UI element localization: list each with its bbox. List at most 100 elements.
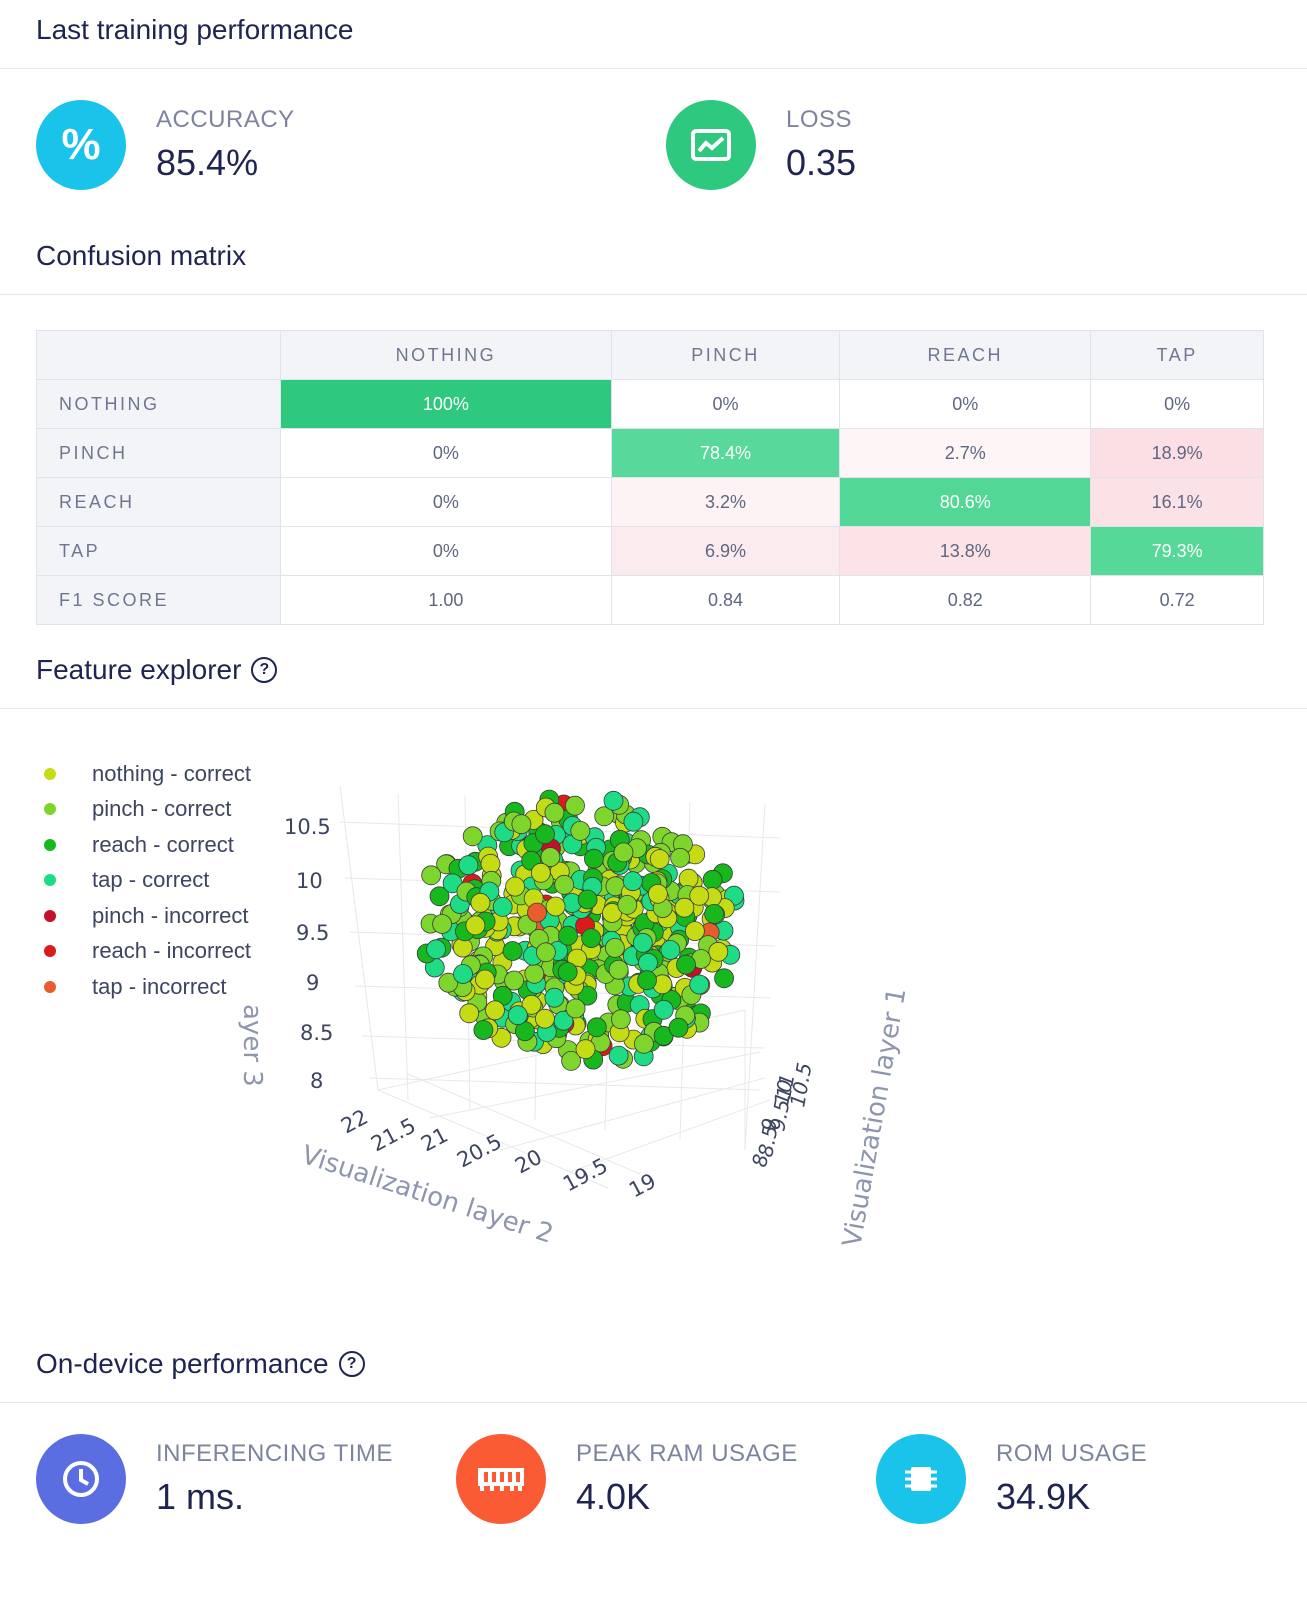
accuracy-metric: % ACCURACY 85.4% [36, 100, 295, 190]
scatter-point [685, 921, 705, 942]
percent-icon: % [36, 100, 126, 190]
scatter-point [617, 894, 638, 915]
scatter-point [608, 1045, 629, 1066]
section-title-training: Last training performance [36, 14, 354, 45]
scatter-point [575, 1039, 596, 1060]
z-axis-ticks: 10.5 10 9.5 9 8.5 8 [284, 815, 333, 1093]
scatter-point [438, 972, 459, 993]
scatter-point [603, 790, 624, 811]
scatter-point [465, 915, 486, 936]
scatter-point [527, 902, 547, 923]
legend-item[interactable]: reach - incorrect [40, 934, 251, 970]
scatter-point [459, 1003, 480, 1024]
legend-item[interactable]: pinch - incorrect [40, 898, 251, 934]
scatter-point [545, 896, 566, 917]
z-tick: 8 [310, 1069, 323, 1093]
scatter-point [521, 994, 542, 1015]
loss-value: 0.35 [786, 142, 857, 183]
chart-line-icon [666, 100, 756, 190]
feature-3d-scatter[interactable]: 10.5 10 9.5 9 8.5 8 22 21.5 21 20.5 20 1… [0, 760, 1307, 1280]
scatter-point [623, 811, 644, 832]
scatter-point [426, 939, 447, 960]
scatter-point [674, 897, 695, 918]
table-cell: 6.9% [610, 526, 841, 576]
scatter-point [577, 985, 598, 1006]
scatter-point [458, 855, 479, 876]
scatter-point [480, 853, 501, 874]
row-header: NOTHING [36, 379, 281, 429]
peak-ram-metric: PEAK RAM USAGE 4.0K [456, 1434, 798, 1524]
legend-dot [44, 874, 56, 887]
legend-item[interactable]: tap - correct [40, 863, 251, 899]
scatter-point [704, 903, 724, 924]
table-cell: 0% [610, 379, 841, 429]
legend-dot [44, 838, 56, 851]
table-cell: 0% [1090, 379, 1264, 429]
table-corner [36, 330, 281, 380]
scatter-point [470, 892, 491, 913]
table-row: NOTHING 100% 0% 0% 0% [36, 379, 1264, 429]
y-tick: 8 [747, 1152, 773, 1169]
rom-usage-value: 34.9K [996, 1476, 1091, 1517]
scatter-point [668, 1017, 689, 1038]
scatter-point [577, 889, 598, 910]
column-header: NOTHING [280, 330, 612, 380]
section-title-device: On-device performance ? [36, 1348, 365, 1380]
inferencing-time-metric: INFERENCING TIME 1 ms. [36, 1434, 393, 1524]
scatter-point [676, 954, 696, 975]
legend-dot [44, 767, 56, 780]
table-cell: 13.8% [839, 526, 1092, 576]
scatter-point [558, 925, 578, 946]
help-icon[interactable]: ? [338, 1351, 365, 1377]
scatter-point [581, 928, 602, 949]
scatter-point [507, 1005, 528, 1026]
table-row: F1 SCORE 1.00 0.84 0.82 0.72 [36, 575, 1264, 625]
y-tick: 8.5 [753, 1123, 782, 1158]
scatter-point [473, 1020, 494, 1040]
table-row: REACH 0% 3.2% 80.6% 16.1% [36, 477, 1264, 527]
scatter-point [637, 970, 657, 991]
table-row: PINCH 0% 78.4% 2.7% 18.9% [36, 428, 1264, 478]
scatter-point [544, 987, 565, 1008]
scatter-point [504, 970, 524, 991]
z-tick: 10.5 [284, 815, 331, 839]
column-header: PINCH [610, 330, 841, 380]
legend-dot [44, 980, 56, 993]
scatter-point [689, 885, 710, 906]
legend-item[interactable]: nothing - correct [40, 756, 251, 792]
scatter-point [648, 883, 668, 904]
scatter-point [536, 942, 556, 963]
scatter-point [570, 821, 591, 841]
scatter-point [557, 962, 578, 982]
table-cell: 0.84 [610, 575, 841, 625]
scatter-point [708, 941, 729, 962]
help-icon[interactable]: ? [251, 657, 278, 683]
y-tick: 9.5 [765, 1097, 794, 1132]
scatter-point [453, 964, 473, 984]
accuracy-label: ACCURACY [156, 106, 295, 133]
table-cell: 18.9% [1090, 428, 1264, 478]
table-cell: 78.4% [610, 428, 841, 478]
z-tick: 9 [306, 971, 319, 995]
z-axis-title: ayer 3 [237, 1004, 267, 1087]
rom-usage-label: ROM USAGE [996, 1440, 1148, 1467]
scatter-point [611, 1009, 631, 1030]
x-tick: 19.5 [559, 1153, 612, 1196]
z-tick: 9.5 [296, 921, 329, 945]
x-tick: 19 [625, 1169, 660, 1203]
scatter-point [511, 814, 532, 835]
scatter-point [421, 865, 442, 886]
row-header: REACH [36, 477, 281, 527]
scatter-point [638, 952, 658, 973]
legend-item[interactable]: reach - correct [40, 827, 251, 863]
scatter-point [632, 932, 653, 953]
confusion-matrix-table: NOTHING PINCH REACH TAP NOTHING 100% 0% … [36, 330, 1264, 625]
legend-item[interactable]: pinch - correct [40, 792, 251, 828]
legend-item[interactable]: tap - incorrect [40, 969, 251, 1005]
loss-metric: LOSS 0.35 [666, 100, 856, 190]
scatter-point [475, 969, 495, 990]
x-tick: 21.5 [367, 1113, 420, 1156]
rom-usage-metric: ROM USAGE 34.9K [876, 1434, 1147, 1524]
peak-ram-label: PEAK RAM USAGE [576, 1440, 798, 1467]
y-tick: 9 [756, 1116, 782, 1133]
